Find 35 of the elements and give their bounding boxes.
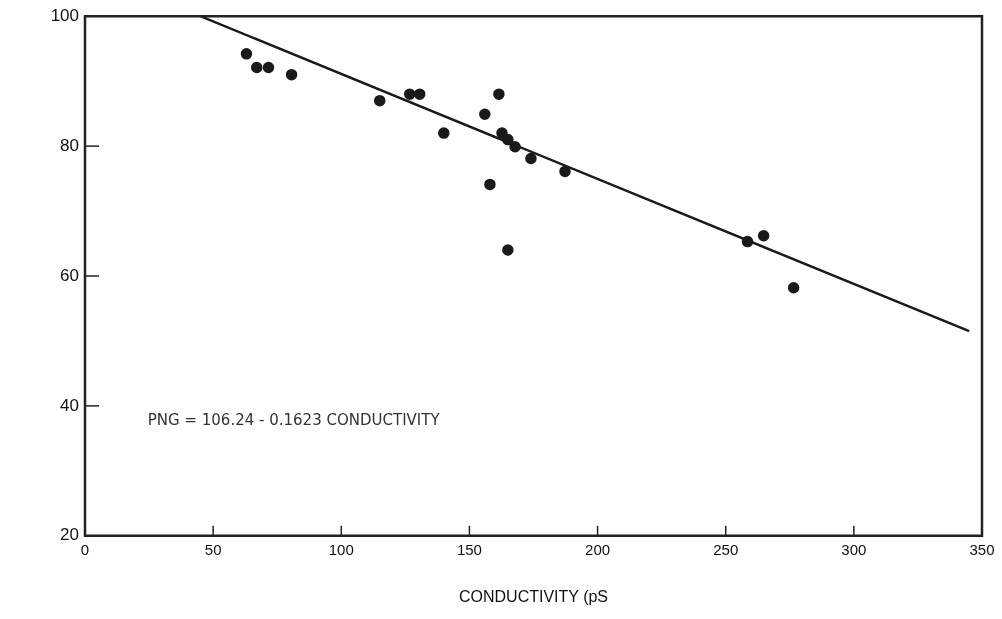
point	[502, 133, 514, 146]
point	[484, 178, 496, 191]
x-tick-label: 100	[328, 540, 354, 558]
point	[493, 88, 505, 100]
point	[502, 244, 514, 256]
x-tick-label: 300	[841, 540, 867, 558]
point	[285, 68, 298, 81]
point	[741, 235, 754, 248]
y-tick-label: 60	[60, 265, 79, 285]
x-tick-label: 350	[969, 540, 995, 558]
x-axis-title: CONDUCTIVITY (pS	[458, 587, 609, 605]
annotation: PNG = 106.24 - 0.1623 CONDUCTIVITY	[147, 411, 441, 430]
point	[559, 165, 571, 178]
point	[787, 281, 800, 294]
y-tick-label: 80	[60, 135, 79, 155]
x-tick-label: 200	[585, 540, 611, 558]
point	[525, 152, 537, 165]
point	[240, 48, 253, 60]
point	[757, 229, 770, 242]
point	[479, 108, 491, 121]
x-tick-label: 150	[456, 540, 482, 558]
point	[373, 94, 386, 107]
y-tick-label: 100	[50, 5, 79, 25]
y-tick-label: 20	[60, 525, 79, 545]
point	[403, 88, 416, 100]
x-tick-label: 250	[713, 540, 739, 558]
y-tick-label: 40	[60, 395, 79, 415]
point	[250, 61, 263, 74]
point	[496, 127, 508, 139]
point	[438, 127, 450, 139]
point	[262, 61, 275, 74]
point	[413, 88, 426, 100]
point	[509, 141, 521, 153]
x-tick-label: 0	[80, 540, 90, 558]
x-tick-label: 50	[204, 540, 222, 558]
